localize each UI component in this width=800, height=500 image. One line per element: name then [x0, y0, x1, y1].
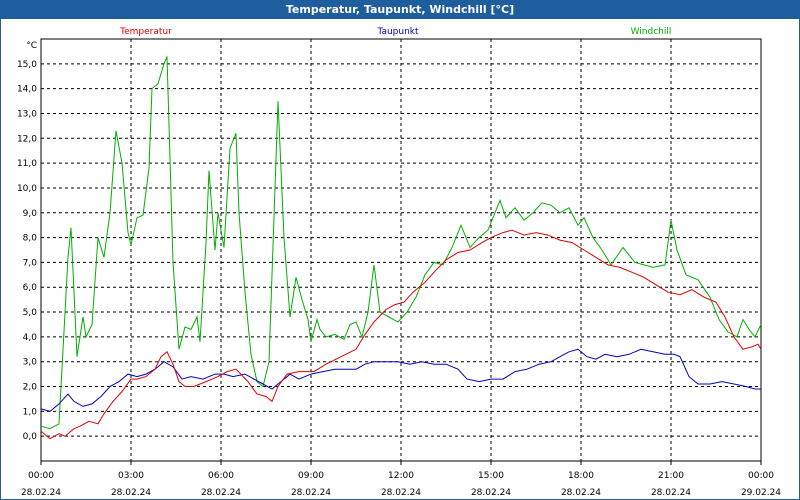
y-tick-label: 10,0 — [17, 184, 37, 194]
x-tick-time: 15:00 — [478, 471, 504, 481]
y-tick-label: 5,0 — [23, 308, 38, 318]
x-tick-time: 12:00 — [388, 471, 414, 481]
y-tick-label: 14,0 — [17, 85, 37, 95]
x-tick-date: 28.02.24 — [201, 488, 241, 498]
y-tick-label: 7,0 — [23, 258, 38, 268]
series-line-taupunkt — [40, 348, 761, 412]
x-tick-time: 06:00 — [208, 471, 234, 481]
y-tick-label: 4,0 — [23, 333, 38, 343]
x-tick-date: 28.02.24 — [21, 488, 61, 498]
y-tick-label: 2,0 — [23, 383, 38, 393]
window-title: Temperatur, Taupunkt, Windchill [°C] — [1, 1, 799, 19]
x-tick-time: 21:00 — [658, 471, 684, 481]
x-tick-date: 28.02.24 — [651, 488, 691, 498]
legend-entry-taupunkt: Taupunkt — [376, 27, 419, 37]
y-tick-label: 11,0 — [17, 159, 37, 169]
y-tick-label: 8,0 — [23, 234, 38, 244]
x-tick-time: 00:00 — [28, 471, 54, 481]
y-tick-label: 15,0 — [17, 60, 37, 70]
y-tick-label: 13,0 — [17, 109, 37, 119]
line-chart: 0,0 1,0 2,0 3,0 4,0 5,0 6,0 7,0 8,0 9,0 10,0 11,0 12… — [17, 27, 781, 498]
y-tick-label: 1,0 — [23, 407, 38, 417]
series-line-temperatur — [40, 229, 762, 440]
legend-entry-windchill: Windchill — [631, 27, 672, 37]
y-tick-label: 12,0 — [17, 134, 37, 144]
series-line-windchill — [40, 56, 762, 430]
x-tick-time: 00:00 — [748, 471, 774, 481]
x-tick-date: 28.02.24 — [381, 488, 421, 498]
y-tick-label: 6,0 — [23, 283, 38, 293]
x-tick-time: 09:00 — [298, 471, 324, 481]
x-tick-date: 28.02.24 — [291, 488, 331, 498]
y-tick-label: 0,0 — [23, 432, 38, 442]
x-tick-time: 18:00 — [568, 471, 594, 481]
x-tick-date: 28.02.24 — [111, 488, 151, 498]
x-tick-date: 28.02.24 — [471, 488, 511, 498]
y-axis-unit: °C — [26, 41, 37, 51]
y-tick-label: 9,0 — [23, 209, 38, 219]
x-tick-date: 29.02.24 — [741, 488, 781, 498]
x-tick-date: 28.02.24 — [561, 488, 601, 498]
x-tick-time: 03:00 — [118, 471, 144, 481]
legend-entry-temperatur: Temperatur — [119, 27, 172, 37]
y-tick-label: 3,0 — [23, 358, 38, 368]
